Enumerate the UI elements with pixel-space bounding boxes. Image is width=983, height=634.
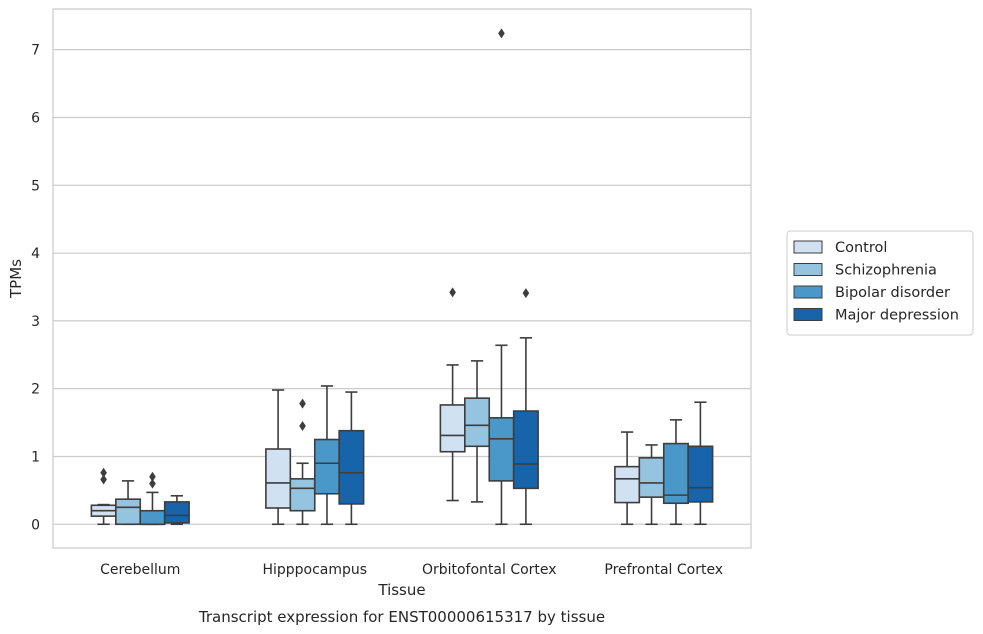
box-schizophrenia [638,444,665,526]
outlier-point [149,471,156,482]
box-control [439,287,466,502]
legend-entry: Bipolar disorder [793,285,950,301]
box-bipolar-disorder [488,28,515,526]
box-iqr [289,478,316,512]
box-major-depression [338,391,365,526]
box-iqr [338,429,365,505]
box-iqr [163,501,190,524]
outlier-point [299,420,306,431]
outlier-point [522,288,530,299]
y-tick-label: 6 [31,110,40,126]
plot-frame [52,8,752,549]
legend-entry: Schizophrenia [793,263,937,279]
box-iqr [512,410,539,490]
legend-label: Bipolar disorder [835,285,950,301]
box-major-depression [163,494,190,526]
outlier-point [498,28,505,39]
outlier-point [100,467,107,478]
legend-frame [786,230,974,336]
y-tick-label: 7 [31,43,40,59]
legend-swatch [793,308,823,321]
box-iqr [464,397,491,448]
y-tick-label: 0 [31,517,40,533]
box-iqr [488,417,515,482]
outlier-point [299,398,306,409]
legend-items: Control Schizophrenia Bipolar disorder Majo… [793,240,959,324]
box-schizophrenia [289,398,316,526]
box-control [614,431,641,526]
y-tick-label: 1 [31,449,40,465]
box-major-depression [512,288,539,526]
box-iqr [139,509,166,526]
boxes [90,28,714,526]
box-control [90,467,117,526]
x-tick-label: Prefrontal Cortex [604,562,723,578]
box-major-depression [687,401,714,526]
x-axis-label: Tissue [377,581,425,599]
gridlines [53,49,751,525]
box-iqr [313,438,340,495]
legend-swatch [793,285,823,299]
legend: Control Schizophrenia Bipolar disorder Majo… [786,230,974,336]
x-tick-label: Orbitofontal Cortex [422,562,557,578]
box-iqr [439,404,466,453]
legend-label: Control [835,240,887,256]
legend-label: Schizophrenia [835,263,937,279]
box-iqr [638,457,665,498]
chart-caption: Transcript expression for ENST0000061531… [198,608,605,626]
box-bipolar-disorder [662,419,689,526]
y-tick-label: 3 [31,314,40,330]
legend-swatch [793,263,823,276]
y-tick-label: 5 [31,178,40,194]
legend-label: Major depression [835,308,959,324]
y-axis-label: TPMs [7,259,25,299]
x-tick-label: Hipppocampus [262,562,367,578]
outlier-point [449,287,456,298]
outlier-point [100,474,107,485]
box-schizophrenia [115,480,142,526]
box-iqr [265,448,292,509]
y-tick-label: 4 [31,246,40,262]
x-tick-labels: Cerebellum Hipppocampus Orbitofontal Corte… [100,562,723,578]
x-tick-label: Cerebellum [100,562,180,578]
box-iqr [687,445,714,503]
box-iqr [662,442,689,505]
legend-swatch [793,240,823,254]
box-bipolar-disorder [139,471,166,526]
box-schizophrenia [464,360,491,503]
y-tick-labels: 0 1 2 3 4 5 6 7 [31,43,40,534]
box-iqr [115,498,142,526]
y-tick-label: 2 [31,382,40,398]
box-iqr [614,465,641,504]
box-bipolar-disorder [313,385,340,526]
outlier-point [149,478,156,489]
legend-entry: Control [793,240,887,256]
box-control [265,389,292,526]
legend-entry: Major depression [793,308,959,324]
